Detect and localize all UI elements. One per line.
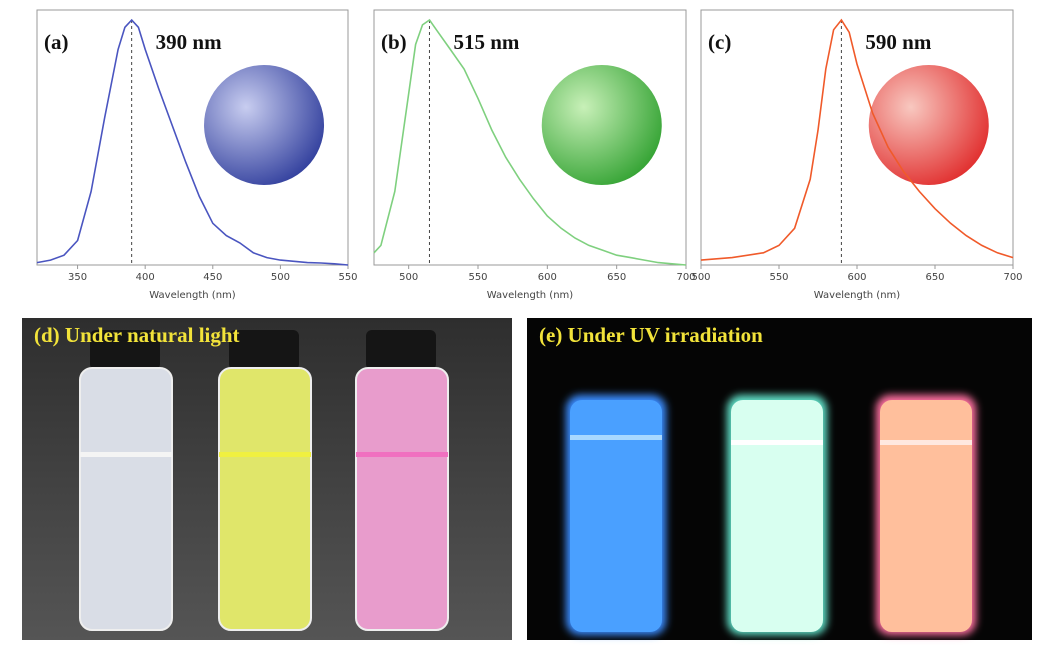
photo-uv: (e) Under UV irradiation — [527, 318, 1032, 640]
spectrum-line — [700, 18, 1014, 261]
x-tick-label: 700 — [676, 272, 695, 283]
peak-label: 515 nm — [453, 30, 519, 54]
spectrum-line — [373, 18, 687, 266]
molecule-illustration — [204, 65, 325, 185]
x-tick-label: 500 — [271, 272, 290, 283]
chart: 500 550 600 650 700 Wavelength (nm) (b) 515 nm — [373, 9, 696, 301]
x-tick-label: 500 — [399, 272, 418, 283]
x-axis-title: Wavelength (nm) — [814, 290, 900, 301]
x-tick-label: 550 — [468, 272, 487, 283]
x-tick-label: 400 — [136, 272, 155, 283]
x-tick-label: 500 — [691, 272, 710, 283]
panel-label: (b) — [381, 30, 407, 54]
photo-natural-light: (d) Under natural light — [22, 318, 512, 640]
molecule-illustration — [868, 65, 989, 185]
panel-label: (c) — [708, 30, 731, 54]
x-tick-label: 550 — [769, 272, 788, 283]
x-tick-label: 600 — [847, 272, 866, 283]
peak-label: 590 nm — [865, 30, 931, 54]
x-tick-label: 550 — [338, 272, 357, 283]
x-tick-label: 450 — [203, 272, 222, 283]
x-tick-label: 650 — [925, 272, 944, 283]
x-axis-title: Wavelength (nm) — [149, 290, 235, 301]
panel-label: (a) — [44, 30, 69, 54]
x-tick-label: 600 — [538, 272, 557, 283]
peak-label: 390 nm — [156, 30, 222, 54]
x-axis-title: Wavelength (nm) — [487, 290, 573, 301]
chart: 500 550 600 650 700 Wavelength (nm) (c) 590 nm — [691, 9, 1023, 301]
spectrum-line — [36, 18, 349, 266]
chart: 350 400 450 500 550 Wavelength (nm) (a) 390 nm — [36, 9, 358, 301]
molecule-illustration — [541, 65, 662, 185]
x-tick-label: 350 — [68, 272, 87, 283]
photo-label: (e) Under UV irradiation — [539, 323, 763, 347]
photo-label: (d) Under natural light — [34, 323, 240, 347]
x-tick-label: 650 — [607, 272, 626, 283]
x-tick-label: 700 — [1003, 272, 1022, 283]
